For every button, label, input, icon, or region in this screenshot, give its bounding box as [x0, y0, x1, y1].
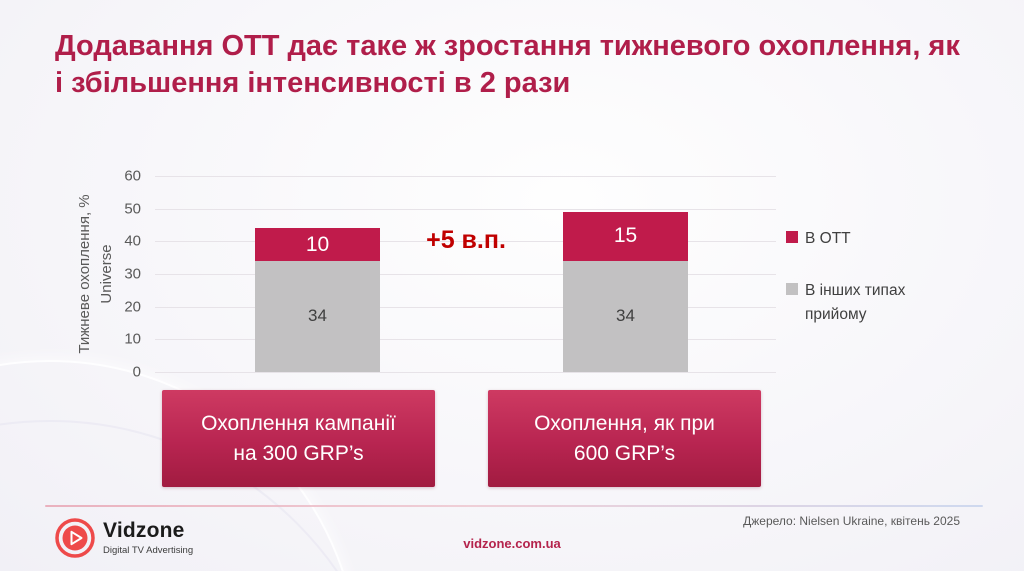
gridline-60 — [155, 176, 776, 177]
legend-item-other: В інших типах прийому — [786, 279, 946, 326]
y-tick-30: 30 — [124, 265, 141, 283]
legend-swatch-icon — [786, 231, 798, 243]
logo-text: Vidzone Digital TV Advertising — [103, 519, 194, 556]
gridline-10 — [155, 339, 776, 341]
vidzone-logo: Vidzone Digital TV Advertising — [54, 517, 193, 559]
campaign-600grp-button[interactable]: Охоплення, як при 600 GRP’s — [488, 390, 761, 487]
bar-segment-other-2: 34 — [563, 260, 688, 372]
y-tick-20: 20 — [124, 298, 141, 316]
bar-value-label: 34 — [308, 306, 327, 326]
stacked-bar-2: 34 15 — [563, 211, 688, 372]
campaign-600grp-label-line2: 600 GRP’s — [573, 441, 676, 465]
bar-segment-ott-1: 10 — [255, 228, 380, 261]
logo-tagline: Digital TV Advertising — [103, 544, 194, 556]
vidzone-play-icon — [55, 518, 95, 558]
bar-value-label: 34 — [616, 306, 635, 326]
gridline-40 — [155, 241, 776, 243]
logo-name: Vidzone — [103, 519, 185, 543]
page-title: Додавання ОТТ дає таке ж зростання тижне… — [55, 30, 960, 99]
y-tick-50: 50 — [124, 200, 141, 218]
campaign-600grp-label-line1: Охоплення, як при — [534, 412, 715, 436]
y-tick-40: 40 — [124, 232, 141, 250]
campaign-300grp-label-line1: Охоплення кампанії — [201, 412, 396, 436]
bar-value-label: 10 — [305, 232, 330, 256]
bar-segment-other-1: 34 — [255, 260, 380, 372]
y-tick-0: 0 — [132, 363, 141, 381]
source-note: Джерело: Nielsen Ukraine, квітень 2025 — [743, 514, 960, 528]
legend-swatch-icon — [786, 283, 798, 296]
footer-divider — [45, 505, 983, 507]
bar-segment-ott-2: 15 — [563, 211, 688, 261]
campaign-300grp-label-line2: на 300 GRP’s — [233, 441, 364, 465]
bar-value-label: 15 — [613, 224, 638, 248]
gridline-30 — [155, 274, 776, 275]
gridline-20 — [155, 306, 776, 308]
y-tick-60: 60 — [124, 167, 141, 185]
legend-item-ott: В ОТТ — [786, 227, 946, 250]
chart-legend: В ОТТ В інших типах прийому — [786, 227, 946, 355]
legend-label: В ОТТ — [805, 230, 851, 247]
gridline-0 — [155, 372, 776, 373]
gridline-50 — [155, 208, 776, 210]
legend-label: В інших типах прийому — [805, 282, 906, 323]
stacked-bar-1: 34 10 — [255, 228, 380, 372]
delta-annotation: +5 в.п. — [426, 226, 506, 254]
plot-area: 0 10 20 30 40 50 60 34 10 34 15 — [124, 168, 776, 381]
y-axis-label-line1: Тижневе охоплення, % — [76, 194, 94, 354]
y-tick-10: 10 — [124, 330, 141, 348]
website-link[interactable]: vidzone.com.ua — [463, 536, 561, 551]
campaign-300grp-button[interactable]: Охоплення кампанії на 300 GRP’s — [162, 390, 435, 487]
